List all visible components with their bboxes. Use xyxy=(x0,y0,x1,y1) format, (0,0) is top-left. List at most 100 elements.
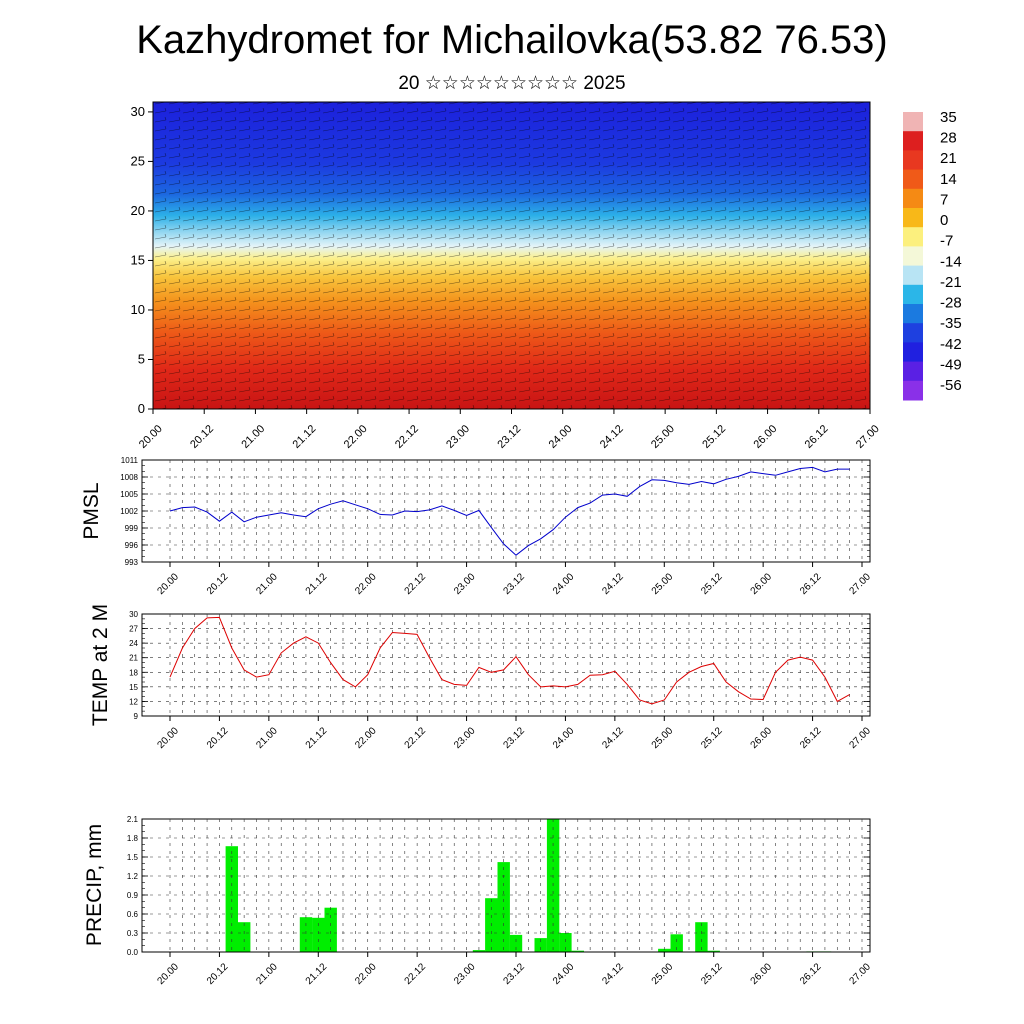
temp-xtick-label: 27.00 xyxy=(847,725,873,751)
pmsl-xtick-label: 27.00 xyxy=(847,571,873,597)
pmsl-xtick-label: 24.00 xyxy=(551,571,577,597)
cs-xtick-label: 23.12 xyxy=(495,423,523,451)
temp-xtick-label: 22.00 xyxy=(353,725,379,751)
precip-bar xyxy=(658,948,671,952)
colorbar-label: 7 xyxy=(940,191,948,208)
cs-ytick-label: 15 xyxy=(131,252,145,267)
precip-ytick-label: 1.8 xyxy=(127,834,139,843)
pmsl-xtick-label: 20.00 xyxy=(155,571,181,597)
pmsl-xtick-label: 26.00 xyxy=(749,571,775,597)
chart-title: Kazhydromet for Michailovka(53.82 76.53) xyxy=(136,18,888,62)
cs-ytick-label: 5 xyxy=(138,351,145,366)
temp-ytick-label: 12 xyxy=(129,697,138,706)
precip-xtick-label: 22.12 xyxy=(403,961,429,987)
colorbar: 35 28 21 14 7 0 -7 -14 -21 -28 -35 -42 -49 -56 xyxy=(903,109,962,401)
colorbar-label: -35 xyxy=(940,315,962,332)
temp-frame xyxy=(141,613,871,717)
cs-xtick-label: 21.00 xyxy=(239,423,267,451)
cs-ytick-label: 25 xyxy=(131,153,145,168)
colorbar-swatch xyxy=(903,112,923,132)
temp-xtick-label: 24.12 xyxy=(600,725,626,751)
precip-xtick-label: 27.00 xyxy=(847,961,873,987)
cs-xtick-label: 22.12 xyxy=(393,423,421,451)
colorbar-swatch xyxy=(903,380,923,401)
wind-barbs-overlay xyxy=(153,102,870,409)
temp-ytick-label: 24 xyxy=(129,639,138,648)
colorbar-swatch xyxy=(903,284,923,305)
pmsl-xtick-label: 20.12 xyxy=(205,571,231,597)
colorbar-label: -14 xyxy=(940,253,962,270)
colorbar-label: 21 xyxy=(940,150,957,167)
cs-xtick-label: 26.12 xyxy=(803,423,831,451)
colorbar-swatch xyxy=(903,169,923,190)
colorbar-label: -21 xyxy=(940,274,962,291)
temp-xtick-label: 26.12 xyxy=(798,725,824,751)
precip-bar xyxy=(312,917,325,952)
pmsl-ytick-label: 993 xyxy=(125,558,139,567)
chart-subtitle: 20 ☆☆☆☆☆☆☆☆☆ 2025 xyxy=(398,73,626,94)
colorbar-label: 35 xyxy=(940,109,957,126)
cs-ytick-label: 30 xyxy=(131,104,145,119)
temp-ylabel: TEMP at 2 M xyxy=(89,604,112,726)
precip-ytick-label: 0.6 xyxy=(127,910,139,919)
precip-xtick-label: 21.12 xyxy=(304,961,330,987)
precip-bar xyxy=(299,917,313,952)
precip-xtick-label: 24.00 xyxy=(551,961,577,987)
cross-section-panel: 0 5 10 15 20 25 30 20.00 20.12 21.00 21.12 22.00 22… xyxy=(131,101,882,451)
cs-xtick-label: 26.00 xyxy=(751,423,779,451)
temp-xtick-label: 20.00 xyxy=(155,725,181,751)
colorbar-swatch xyxy=(903,150,923,171)
precip-ytick-label: 0.0 xyxy=(127,948,139,957)
colorbar-label: 14 xyxy=(940,171,957,188)
precip-xtick-label: 23.00 xyxy=(452,961,478,987)
precip-xtick-label: 26.12 xyxy=(798,961,824,987)
pmsl-xtick-label: 26.12 xyxy=(798,571,824,597)
colorbar-label: -49 xyxy=(940,356,962,373)
cs-xtick-label: 21.12 xyxy=(291,423,319,451)
precip-xtick-label: 20.00 xyxy=(155,961,181,987)
cs-xtick-label: 23.00 xyxy=(444,423,472,451)
pmsl-ytick-label: 1005 xyxy=(120,490,138,499)
colorbar-label: -7 xyxy=(940,233,953,250)
pmsl-xtick-label: 22.12 xyxy=(403,571,429,597)
temp-xtick-label: 21.12 xyxy=(304,725,330,751)
precip-xtick-label: 25.00 xyxy=(650,961,676,987)
temp-xtick-label: 22.12 xyxy=(403,725,429,751)
precip-ytick-label: 0.3 xyxy=(127,929,139,938)
pmsl-series-line xyxy=(169,466,850,556)
precip-bar xyxy=(707,950,720,952)
temp-series-line xyxy=(169,616,850,705)
precip-ytick-label: 2.1 xyxy=(127,815,139,824)
colorbar-swatch xyxy=(903,208,923,228)
precip-ytick-label: 0.9 xyxy=(127,891,139,900)
pmsl-ytick-label: 1002 xyxy=(120,507,138,516)
precip-bar xyxy=(472,950,486,952)
temp-ytick-label: 9 xyxy=(134,712,139,721)
cs-ytick-label: 0 xyxy=(138,401,145,416)
precip-bar xyxy=(559,933,572,952)
precip-xtick-label: 23.12 xyxy=(501,961,527,987)
temp-xtick-label: 20.12 xyxy=(205,725,231,751)
colorbar-label: -56 xyxy=(940,377,962,394)
cs-ytick-label: 20 xyxy=(131,203,145,218)
cs-xtick-label: 25.00 xyxy=(649,423,677,451)
precip-ytick-label: 1.5 xyxy=(127,853,139,862)
precip-bar xyxy=(509,934,523,952)
pmsl-xtick-label: 21.12 xyxy=(304,571,330,597)
precip-bar xyxy=(238,922,251,952)
precip-panel: 0.0 0.3 0.6 0.9 1.2 1.5 1.8 2.1 20.00 20.12 21.00 2… xyxy=(83,815,873,987)
colorbar-label: 28 xyxy=(940,130,957,147)
temp-xtick-label: 24.00 xyxy=(551,725,577,751)
pmsl-ytick-label: 996 xyxy=(125,541,139,550)
temp-ytick-label: 30 xyxy=(129,610,138,619)
temp-ytick-label: 18 xyxy=(129,668,138,677)
colorbar-swatch xyxy=(903,131,923,151)
precip-xtick-label: 21.00 xyxy=(254,961,280,987)
precip-xtick-label: 26.00 xyxy=(749,961,775,987)
colorbar-swatch xyxy=(903,361,923,382)
precip-bar xyxy=(534,938,547,952)
cs-xtick-label: 24.12 xyxy=(598,423,626,451)
pmsl-xtick-label: 23.00 xyxy=(452,571,478,597)
pmsl-panel: 993 996 999 1002 1005 1008 1011 20.00 20.12 21.00… xyxy=(80,456,873,597)
cs-xtick-label: 22.00 xyxy=(342,423,370,451)
